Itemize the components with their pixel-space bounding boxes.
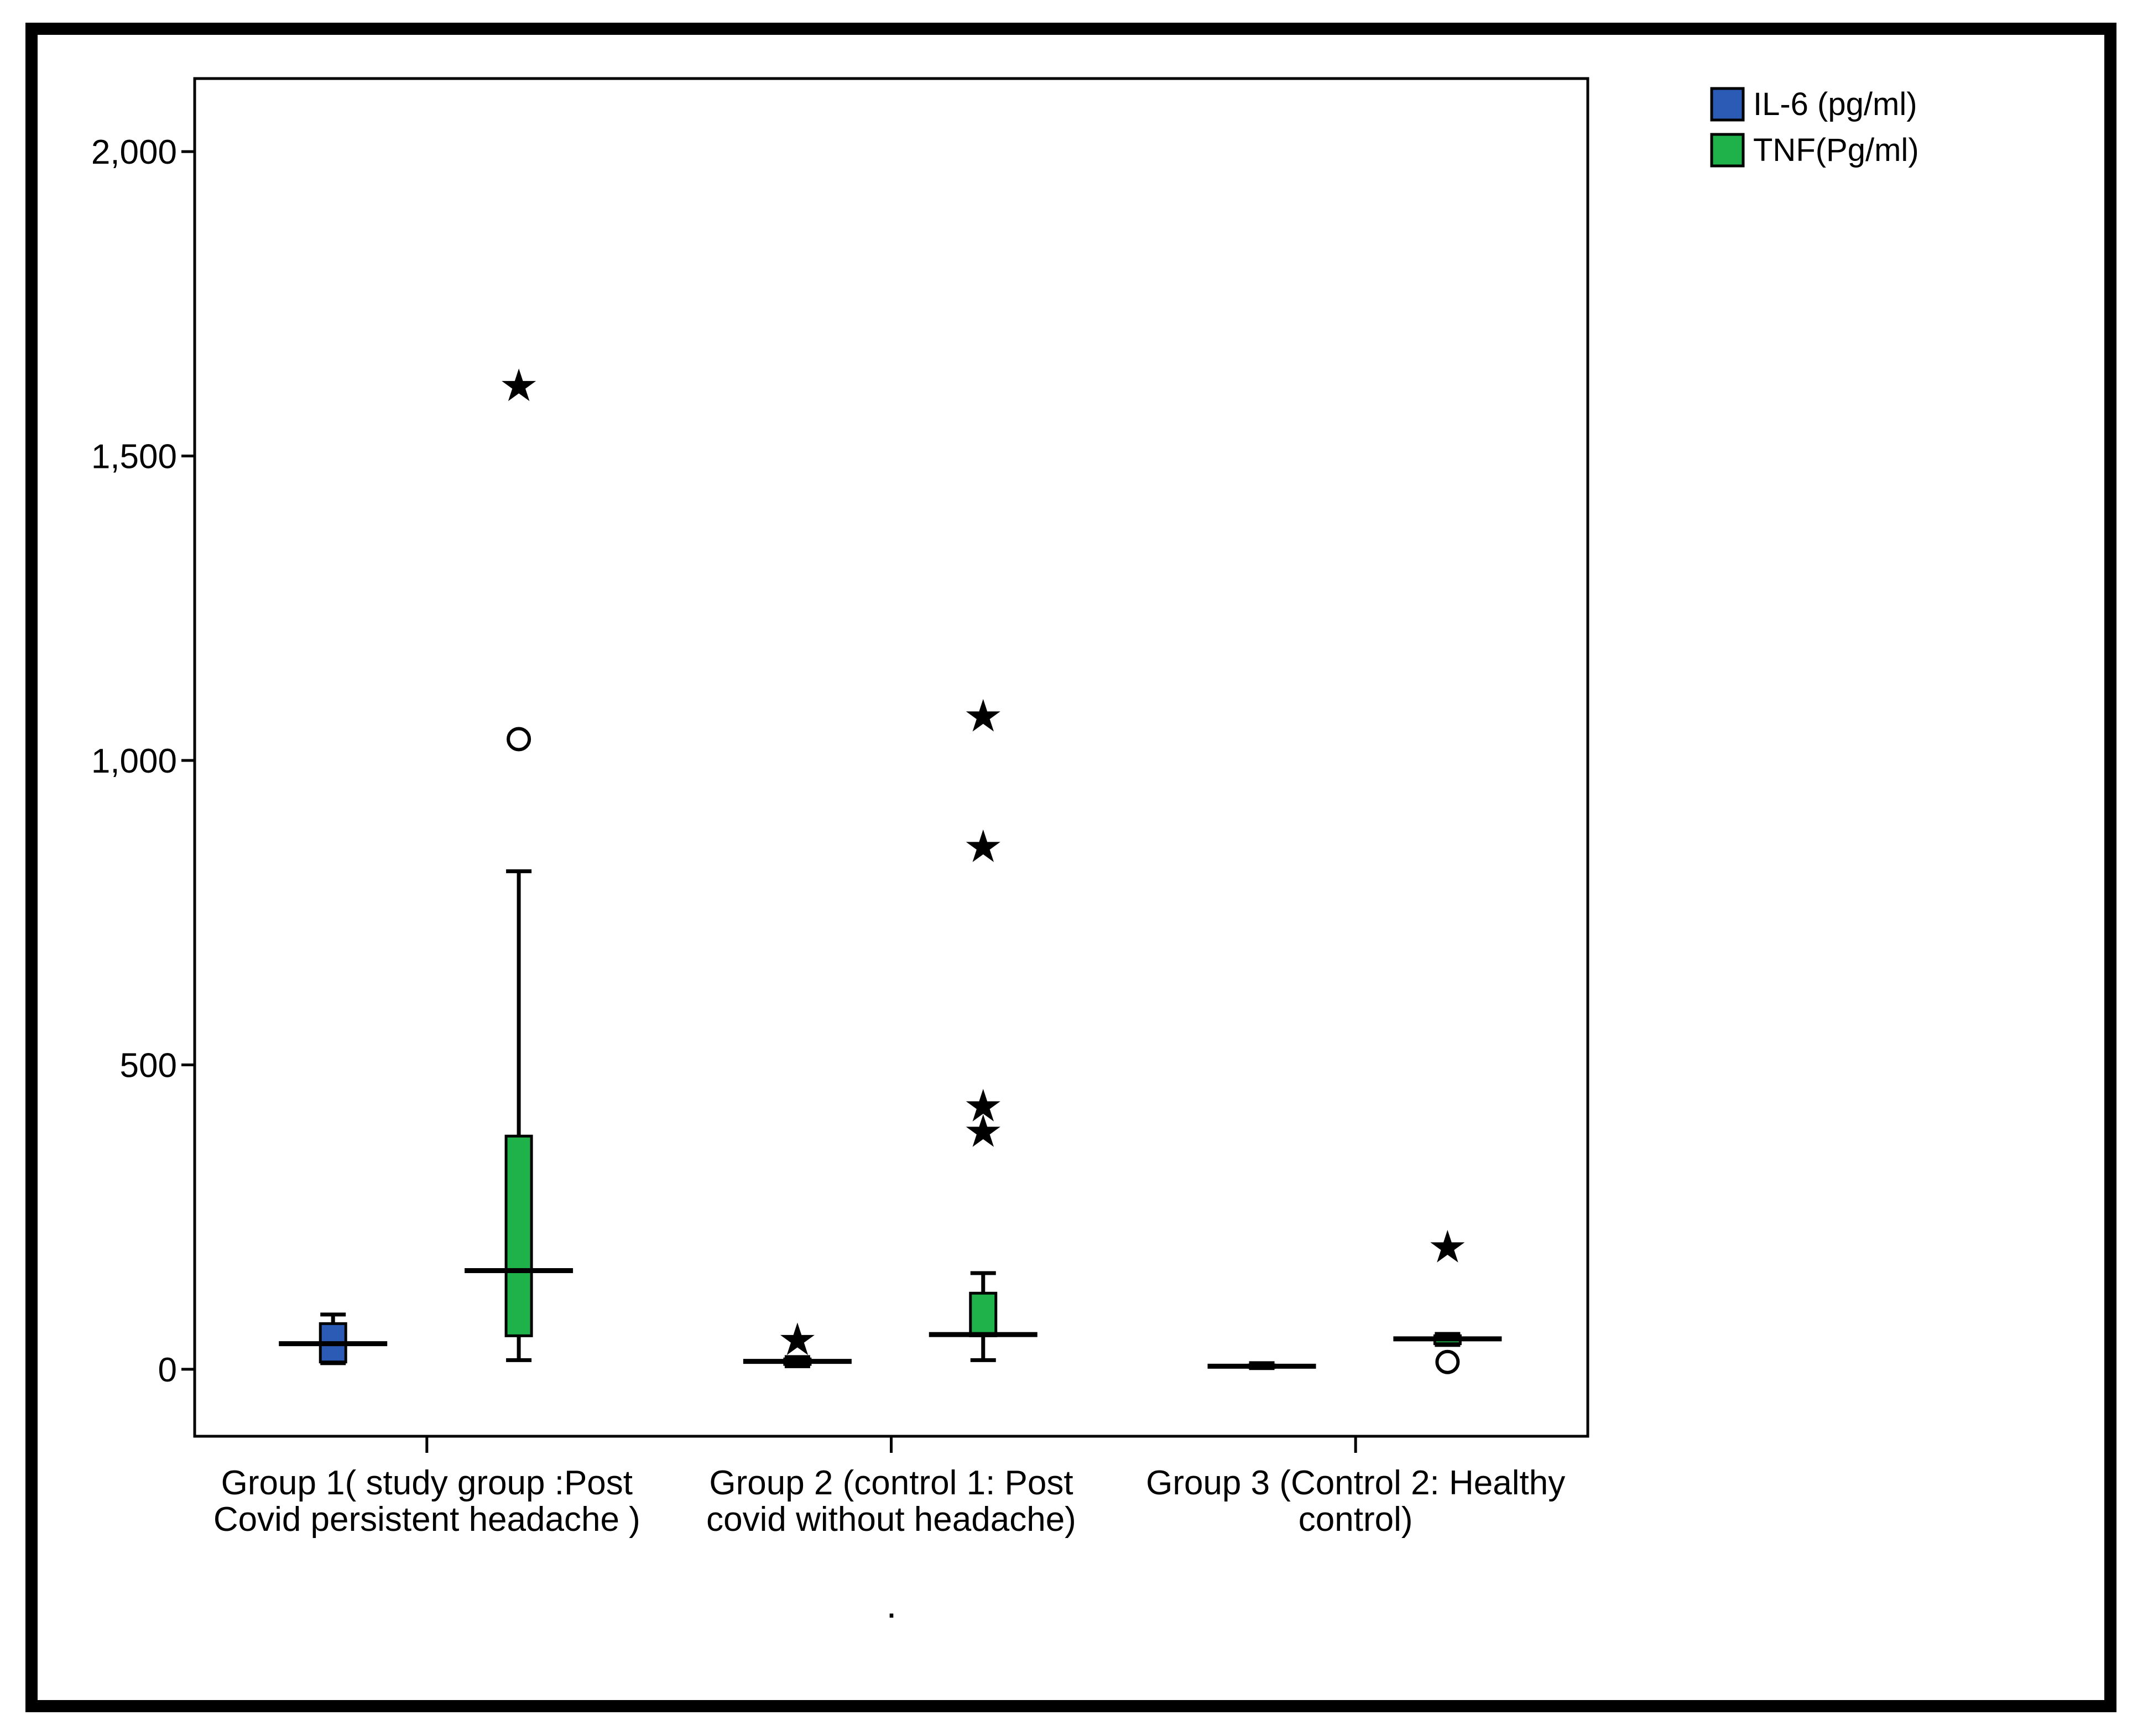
y-tick-label: 0 [158,1351,177,1389]
y-tick-label: 2,000 [91,133,177,171]
figure-border [25,23,2116,1712]
legend: IL-6 (pg/ml) TNF(Pg/ml) [1710,86,1919,168]
extreme-marker: ★ [965,695,1001,739]
y-tick-label: 1,500 [91,438,177,476]
extreme-marker: ★ [965,1110,1001,1154]
x-tick-label-line1: Group 3 (Control 2: Healthy [1146,1464,1565,1502]
y-tick-label: 1,000 [91,742,177,780]
x-tick-label-line2: covid without headache) [706,1500,1076,1539]
box-1-0: ★ [465,364,574,1362]
box-iqr [504,1134,533,1337]
x-tick-label-line1: Group 1( study group :Post [221,1464,633,1502]
box-0-0 [279,1312,388,1365]
x-tick-label-line2: Covid persistent headache ) [213,1500,640,1539]
x-tick-label-line1: Group 2 (control 1: Post [709,1464,1073,1502]
box-series: ★★★★★★★ [279,364,1502,1374]
box-1-1: ★★★★ [929,695,1037,1362]
legend-label: TNF(Pg/ml) [1753,132,1919,168]
y-tick-label: 500 [120,1046,177,1085]
box-1-2: ★ [1393,1226,1502,1374]
extreme-marker: ★ [965,825,1001,869]
box-0-1: ★ [743,1318,852,1368]
legend-swatch [1710,133,1745,168]
extreme-marker: ★ [1430,1226,1466,1270]
box-iqr [969,1291,998,1337]
x-tick-label-line2: control) [1299,1500,1413,1539]
box-0-2 [1207,1361,1316,1370]
extreme-marker: ★ [501,364,537,408]
outlier-marker [507,727,531,752]
footnote-dot: . [886,1583,896,1626]
legend-swatch [1710,87,1745,122]
extreme-marker: ★ [780,1318,816,1362]
legend-label: IL-6 (pg/ml) [1753,86,1917,122]
extreme-marker: ★ [965,1084,1001,1128]
y-axis: 0 500 1,000 1,500 2,000 [91,133,195,1389]
outlier-marker [1435,1349,1460,1374]
